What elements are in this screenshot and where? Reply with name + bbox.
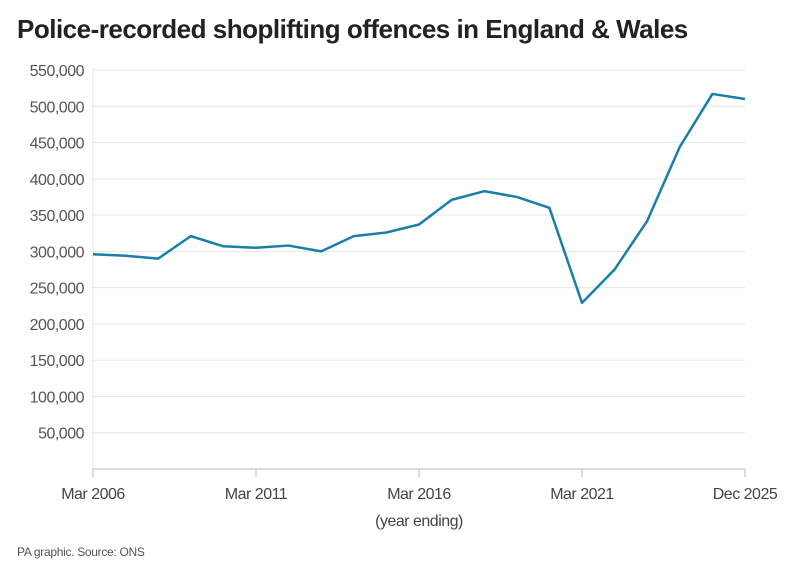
series-line [92,92,746,305]
source-note: PA graphic. Source: ONS [17,545,145,559]
y-tick-label: 50,000 [38,426,85,443]
x-axis-label: (year ending) [375,513,463,530]
y-tick-label: 100,000 [30,389,85,406]
y-tick-label: 150,000 [30,353,85,370]
x-tick-label: Mar 2016 [387,486,451,503]
y-tick-label: 300,000 [30,244,85,261]
y-tick-label: 400,000 [30,172,85,189]
x-tick-label: Mar 2021 [550,486,614,503]
y-tick-label: 250,000 [30,281,85,298]
x-tick-label: Mar 2006 [61,486,125,503]
y-tick-label: 450,000 [30,136,85,153]
x-tick-label: Dec 2025 [713,486,778,503]
y-tick-label: 200,000 [30,317,85,334]
y-tick-label: 550,000 [30,63,85,80]
y-tick-label: 350,000 [30,208,85,225]
chart-title: Police-recorded shoplifting offences in … [17,14,688,44]
y-tick-label: 500,000 [30,99,85,116]
x-tick-label: Mar 2011 [225,486,288,503]
